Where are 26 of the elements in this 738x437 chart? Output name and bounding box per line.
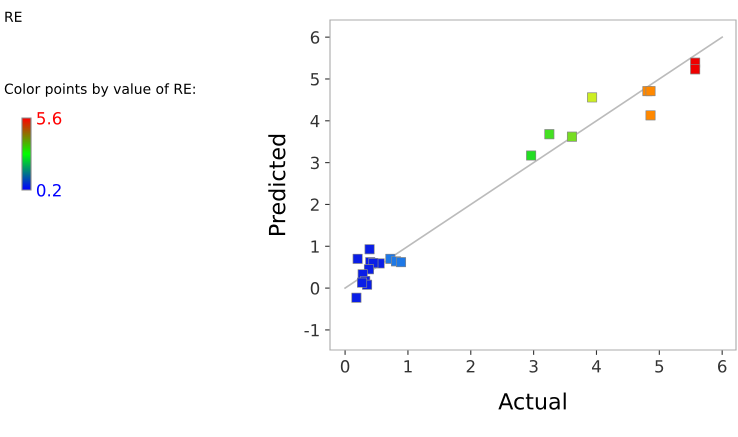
point (352, 254, 363, 264)
y-tick-label: 5 (310, 73, 319, 86)
color-bar-label: 0.2 (36, 184, 61, 197)
point (690, 64, 700, 74)
y-axis-title: Predicted (268, 134, 286, 235)
x-axis-title: Actual (498, 392, 566, 410)
color-bar-label: 5.6 (37, 112, 62, 125)
x-tick-label: 4 (592, 360, 601, 372)
y-tick-label: 6 (310, 31, 320, 44)
text: RE (5, 12, 22, 22)
x-tick-label: 2 (466, 360, 474, 372)
x-tick-label: 1 (404, 360, 412, 372)
color-bar-title: Color points by value of RE: (4, 83, 195, 97)
y-tick-label: 3 (310, 156, 319, 170)
x-tick-label: 0 (340, 360, 350, 373)
y-tick-label: 2 (310, 198, 319, 211)
point (544, 129, 554, 140)
y-tick-label: 4 (310, 114, 320, 128)
y-tick-label: -1 (304, 324, 319, 336)
point (351, 292, 362, 303)
point (364, 244, 375, 254)
y-tick-label: 0 (310, 282, 320, 295)
x-tick-label: 3 (530, 360, 538, 373)
x-tick-label: 6 (718, 360, 726, 373)
x-tick-label: 5 (655, 360, 664, 373)
y-tick-label: 1 (312, 240, 319, 253)
